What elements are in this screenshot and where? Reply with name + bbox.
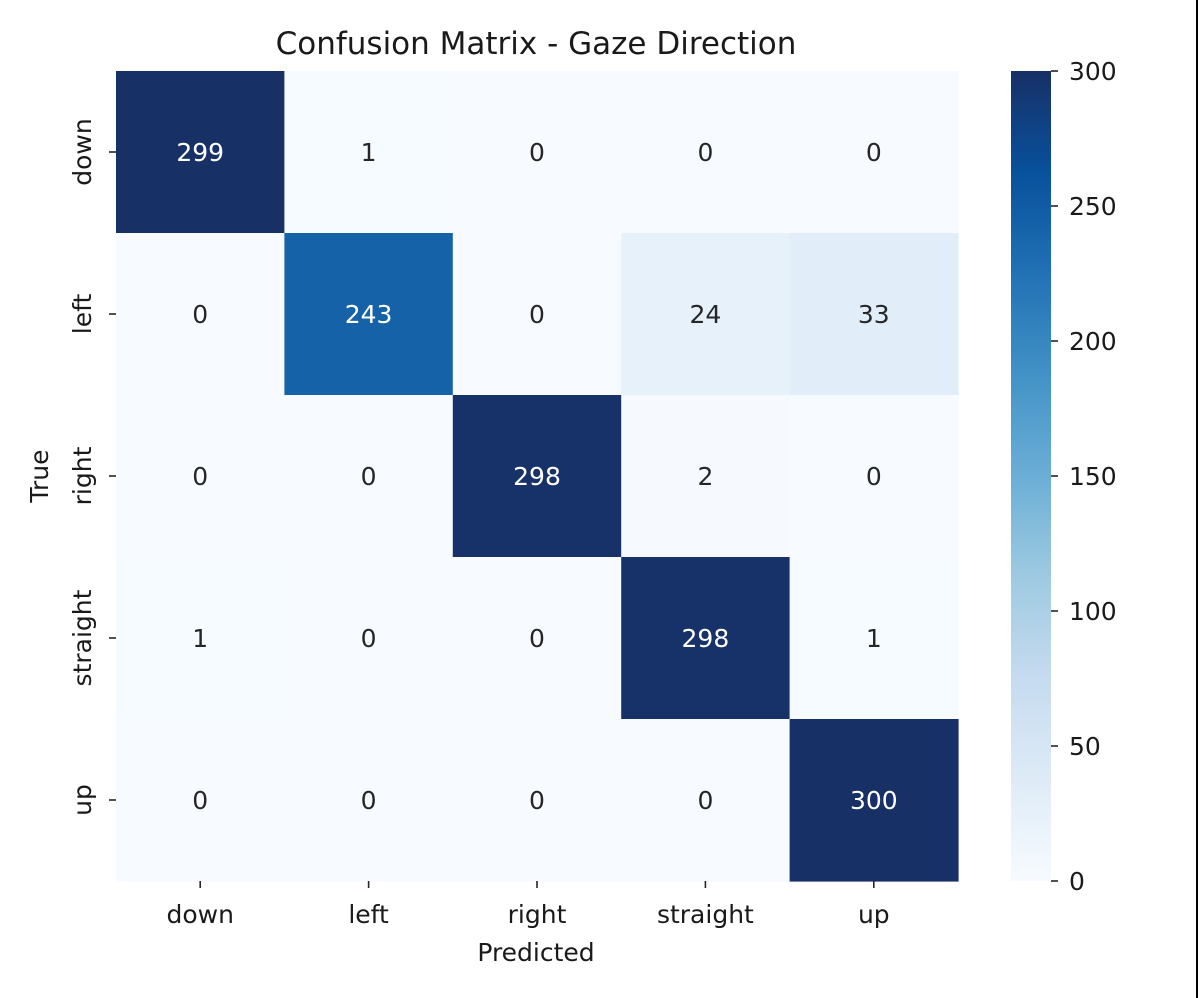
x-tick-label: straight	[657, 900, 754, 929]
cell-value-label: 298	[513, 462, 561, 491]
cell-value-label: 24	[689, 300, 721, 329]
heatmap-cell	[789, 395, 959, 558]
heatmap-cell	[621, 71, 791, 234]
cell-value-label: 0	[192, 786, 208, 815]
y-axis-label: True	[25, 449, 54, 503]
cell-value-label: 2	[697, 462, 713, 491]
chart-title: Confusion Matrix - Gaze Direction	[276, 26, 797, 62]
cell-value-label: 243	[345, 300, 393, 329]
cell-value-label: 298	[682, 624, 730, 653]
colorbar-tick-label: 200	[1069, 327, 1117, 356]
heatmap-cell	[621, 557, 791, 720]
y-tick-label: left	[68, 294, 97, 335]
cell-value-label: 0	[529, 624, 545, 653]
cell-value-label: 0	[192, 462, 208, 491]
cell-value-label: 300	[850, 786, 898, 815]
heatmap-cell	[116, 719, 285, 882]
heatmap-cell	[452, 71, 622, 234]
cell-value-label: 0	[697, 786, 713, 815]
heatmap-cell	[284, 71, 454, 234]
colorbar-tick-label: 100	[1069, 597, 1117, 626]
x-axis: down left right straight up	[166, 881, 890, 929]
colorbar-tick-label: 0	[1069, 867, 1085, 896]
cell-value-label: 33	[858, 300, 890, 329]
cell-value-label: 299	[176, 138, 224, 167]
y-axis: down left right straight up	[68, 118, 116, 816]
colorbar-tick-label: 300	[1069, 57, 1117, 86]
x-tick-label: right	[508, 900, 567, 929]
cell-value-label: 0	[866, 462, 882, 491]
heatmap-cell	[621, 719, 791, 882]
heatmap-cell	[284, 557, 454, 720]
heatmap-cell	[116, 71, 285, 234]
cell-value-label: 0	[361, 786, 377, 815]
cell-value-label: 0	[361, 624, 377, 653]
heatmap-cell	[789, 719, 959, 882]
colorbar-tick-label: 50	[1069, 732, 1101, 761]
heatmap-cell	[116, 233, 285, 396]
heatmap-cell	[789, 557, 959, 720]
colorbar: 0 50 100 150 200 250 300	[1011, 57, 1117, 896]
y-tick-label: straight	[68, 589, 97, 686]
heatmap-cell	[789, 233, 959, 396]
cell-value-label: 1	[866, 624, 882, 653]
y-tick-label: down	[68, 118, 97, 185]
y-tick-label: right	[68, 446, 97, 505]
heatmap-cell	[284, 233, 454, 396]
cell-value-label: 0	[529, 786, 545, 815]
heatmap-cell	[284, 719, 454, 882]
x-axis-label: Predicted	[477, 938, 594, 967]
y-tick-label: up	[68, 784, 97, 816]
cell-value-label: 1	[192, 624, 208, 653]
heatmap-cells: 299 1 0 0 0 0 243 0 24 33 0 0 298 2 0 1 0 0 298 1 0 0 0 0 300	[116, 71, 959, 882]
heatmap-cell	[116, 395, 285, 558]
heatmap-cell	[452, 719, 622, 882]
heatmap-cell	[116, 557, 285, 720]
cell-value-label: 0	[192, 300, 208, 329]
colorbar-tick-label: 150	[1069, 462, 1117, 491]
heatmap-cell	[789, 71, 959, 234]
heatmap-cell	[452, 395, 622, 558]
right-edge-line	[1196, 0, 1198, 998]
cell-value-label: 0	[529, 300, 545, 329]
heatmap-cell	[621, 233, 791, 396]
colorbar-tick-label: 250	[1069, 192, 1117, 221]
cell-value-label: 1	[361, 138, 377, 167]
colorbar-gradient	[1011, 71, 1051, 881]
heatmap-cell	[452, 233, 622, 396]
cell-value-label: 0	[361, 462, 377, 491]
heatmap-cell	[621, 395, 791, 558]
heatmap-cell	[284, 395, 454, 558]
heatmap-cell	[452, 557, 622, 720]
x-tick-label: down	[166, 900, 233, 929]
cell-value-label: 0	[529, 138, 545, 167]
cell-value-label: 0	[697, 138, 713, 167]
x-tick-label: left	[348, 900, 389, 929]
x-tick-label: up	[858, 900, 890, 929]
cell-value-label: 0	[866, 138, 882, 167]
